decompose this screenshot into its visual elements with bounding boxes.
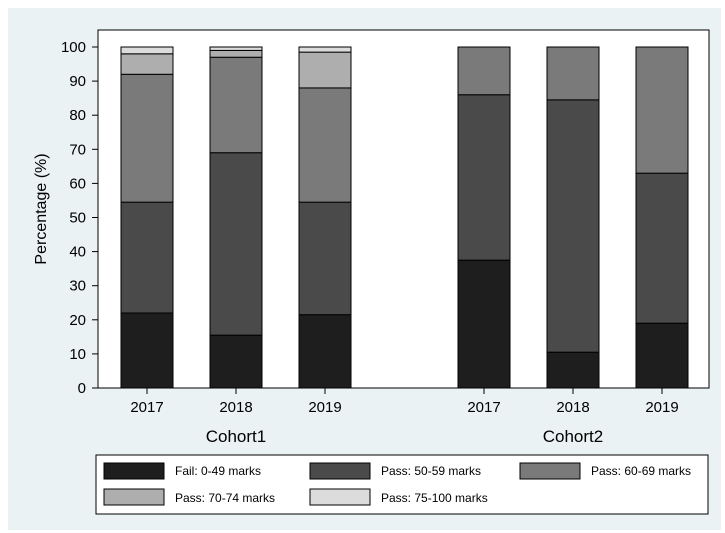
bar-segment-cohort2-2019-s1	[635, 172, 689, 324]
legend-label: Pass: 75-100 marks	[381, 491, 488, 505]
y-tick-label: 10	[69, 346, 86, 363]
bar-segment-cohort2-2017-s2	[457, 46, 511, 96]
y-tick-label: 50	[69, 210, 86, 227]
y-tick-label: 70	[69, 141, 86, 158]
bar-segment-cohort1-2018-s0	[209, 334, 263, 389]
bar-segment-cohort1-2018-s2	[209, 56, 263, 154]
y-tick-label: 0	[78, 380, 86, 397]
legend-swatch	[309, 488, 371, 506]
bar-segment-cohort1-2018-s1	[209, 152, 263, 336]
plot-area	[97, 29, 710, 389]
y-tick-label: 100	[61, 39, 86, 56]
group-label: Cohort2	[543, 427, 603, 446]
bar-segment-cohort1-2019-s1	[298, 201, 352, 316]
legend-swatch	[103, 462, 165, 480]
y-tick-label: 40	[69, 244, 86, 261]
y-axis: 0 10 20 30 40 50 60 70 80 90 100	[61, 39, 98, 397]
legend-box	[95, 454, 709, 515]
legend-label: Pass: 50-59 marks	[381, 464, 481, 478]
bar-segment-cohort1-2018-s4	[209, 46, 263, 51]
bar-segment-cohort1-2017-s1	[120, 201, 174, 314]
x-tick-label: 2019	[645, 399, 678, 416]
y-tick-label: 30	[69, 278, 86, 295]
y-tick-label: 90	[69, 73, 86, 90]
x-tick-label: 2017	[467, 399, 500, 416]
bar-segment-cohort1-2017-s0	[120, 312, 174, 389]
y-axis-label: Percentage (%)	[33, 153, 50, 264]
legend-label: Pass: 60-69 marks	[591, 464, 691, 478]
bar-segment-cohort1-2019-s3	[298, 51, 352, 89]
y-tick-label: 80	[69, 107, 86, 124]
x-axis-labels: 2017 2018 2019 2017 2018 2019	[130, 388, 679, 416]
bar-segment-cohort2-2017-s0	[457, 259, 511, 389]
legend: Fail: 0-49 marks Pass: 50-59 marks Pass: 6…	[103, 462, 691, 506]
bar-segment-cohort1-2017-s3	[120, 53, 174, 75]
x-tick-label: 2018	[556, 399, 589, 416]
bar-segment-cohort1-2017-s2	[120, 73, 174, 203]
bar-segment-cohort2-2019-s0	[635, 322, 689, 389]
legend-swatch	[519, 462, 581, 480]
bar-segment-cohort1-2019-s2	[298, 87, 352, 203]
legend-swatch	[103, 488, 165, 506]
y-tick-label: 60	[69, 175, 86, 192]
bar-segment-cohort2-2018-s0	[546, 351, 600, 389]
bar-segment-cohort2-2018-s2	[546, 46, 600, 101]
legend-swatch	[309, 462, 371, 480]
x-tick-label: 2019	[308, 399, 341, 416]
group-labels: Cohort1 Cohort2	[206, 427, 603, 446]
x-tick-label: 2018	[219, 399, 252, 416]
legend-label: Fail: 0-49 marks	[175, 464, 261, 478]
x-tick-label: 2017	[130, 399, 163, 416]
bar-segment-cohort1-2019-s0	[298, 314, 352, 389]
bar-segment-cohort2-2018-s1	[546, 99, 600, 353]
bars	[120, 46, 689, 389]
bar-segment-cohort1-2019-s4	[298, 46, 352, 53]
y-tick-label: 20	[69, 312, 86, 329]
bar-segment-cohort2-2017-s1	[457, 94, 511, 261]
bar-segment-cohort2-2019-s2	[635, 46, 689, 174]
legend-label: Pass: 70-74 marks	[175, 491, 275, 505]
bar-segment-cohort1-2018-s3	[209, 49, 263, 58]
bar-segment-cohort1-2017-s4	[120, 46, 174, 55]
group-label: Cohort1	[206, 427, 266, 446]
